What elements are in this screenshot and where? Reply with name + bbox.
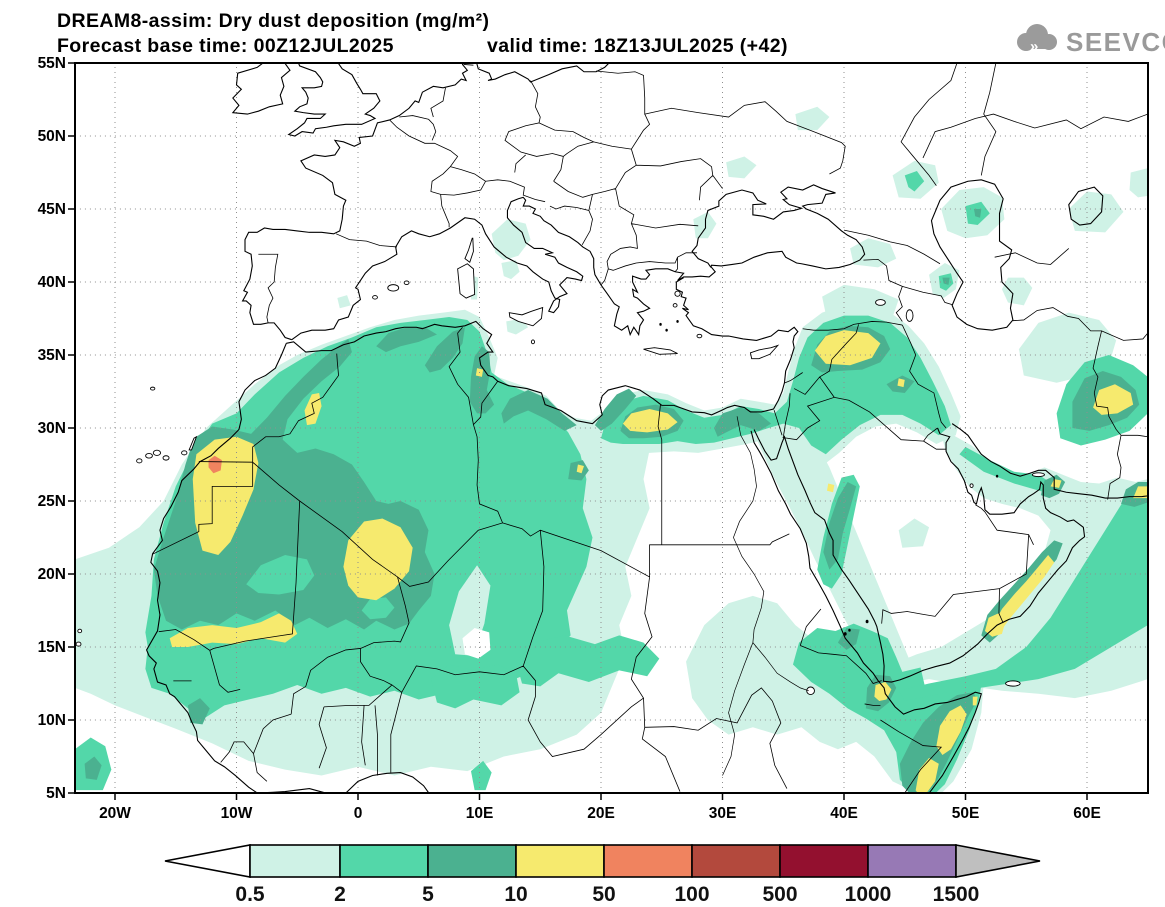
legend-segment — [603, 844, 693, 878]
forecast-base-time: Forecast base time: 00Z12JUL2025 — [57, 35, 394, 57]
legend-value: 1500 — [933, 883, 980, 906]
lon-label: 10W — [221, 805, 253, 822]
valid-time: valid time: 18Z13JUL2025 (+42) — [487, 35, 788, 57]
legend-segment — [339, 844, 429, 878]
legend-value: 100 — [674, 883, 709, 906]
country-borders — [152, 63, 1148, 793]
legend-segment — [249, 844, 341, 878]
lon-label: 20W — [99, 805, 131, 822]
legend-value: 1000 — [845, 883, 892, 906]
lon-label: 50E — [952, 805, 980, 822]
legend-segment — [779, 844, 869, 878]
legend-value: 500 — [762, 883, 797, 906]
legend-segment — [427, 844, 517, 878]
islands-and-lakes — [76, 238, 1044, 694]
lon-label: 30E — [709, 805, 737, 822]
lat-label: 35N — [38, 347, 66, 364]
legend-segment — [691, 844, 781, 878]
legend-segment — [867, 844, 957, 878]
lat-label: 50N — [38, 128, 66, 145]
legend-value: 2 — [334, 883, 346, 906]
color-legend: 0.5 2 5 10 50 100 500 1000 1500 — [164, 844, 1041, 906]
nile-river — [723, 416, 809, 775]
lat-label: 30N — [38, 420, 66, 437]
lat-label: 40N — [38, 274, 66, 291]
legend-value: 5 — [422, 883, 434, 906]
page-title: DREAM8-assim: Dry dust deposition (mg/m²… — [57, 10, 489, 32]
lat-label: 55N — [38, 55, 66, 72]
lon-label: 40E — [830, 805, 858, 822]
lat-label: 5N — [46, 785, 66, 802]
legend-above-max-arrow — [955, 844, 1041, 878]
lon-label: 60E — [1073, 805, 1101, 822]
lat-label: 20N — [38, 566, 66, 583]
legend-value: 0.5 — [235, 883, 265, 906]
dust-holes-mint — [246, 555, 395, 620]
legend-value: 10 — [504, 883, 527, 906]
axis-ticks — [68, 62, 1088, 800]
lon-label: 0 — [354, 805, 363, 822]
coastlines — [147, 60, 1148, 796]
legend-segment — [515, 844, 605, 878]
svg-text:»: » — [1030, 38, 1038, 55]
cloud-icon: » — [1017, 24, 1057, 55]
lat-label: 25N — [38, 493, 66, 510]
lat-label: 10N — [38, 712, 66, 729]
seevccc-logo: » SEEVCCC — [1017, 24, 1165, 57]
dust-layer-50-100 — [208, 455, 222, 474]
legend-below-min-arrow — [164, 844, 251, 878]
lat-label: 15N — [38, 639, 66, 656]
lat-axis-labels: 55N 50N 45N 40N 35N 30N 25N 20N 15N 10N … — [38, 55, 66, 802]
lon-label: 10E — [466, 805, 494, 822]
dust-holes — [449, 565, 491, 659]
logo-text: SEEVCCC — [1066, 27, 1165, 57]
lon-axis-labels: 20W 10W 0 10E 20E 30E 40E 50E 60E — [99, 805, 1101, 822]
lon-label: 20E — [587, 805, 615, 822]
grid-lines — [75, 63, 1148, 793]
lat-label: 45N — [38, 201, 66, 218]
legend-value: 50 — [592, 883, 615, 906]
map-canvas — [75, 60, 1148, 796]
